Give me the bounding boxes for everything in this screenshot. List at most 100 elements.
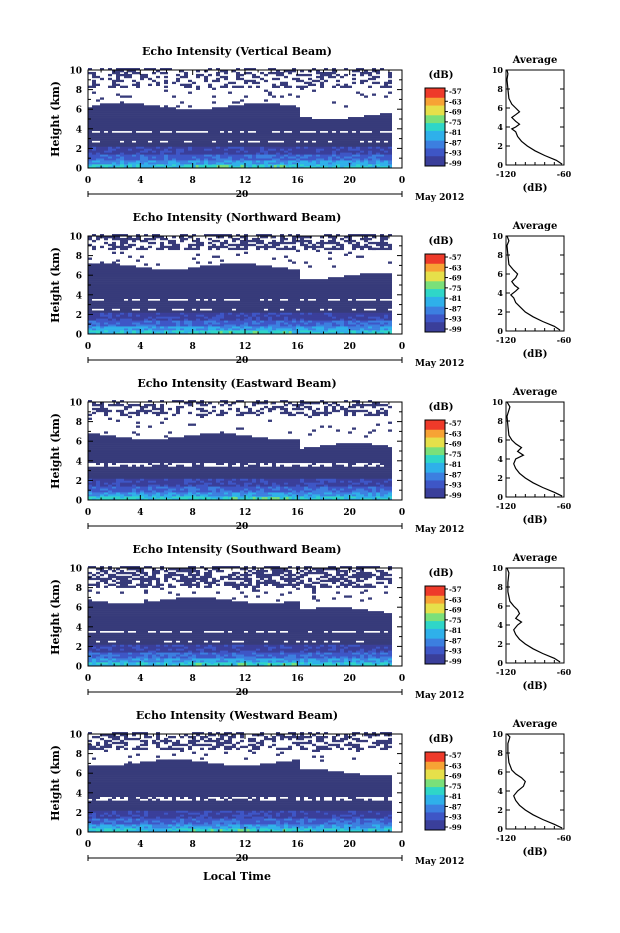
y-tick-label: 0: [76, 331, 82, 341]
colorbar-tick-label: -81: [449, 460, 462, 469]
average-x-tick-label: -120: [496, 501, 516, 511]
panel-1: Echo Intensity (Vertical Beam) 0 2 4 6 8 10 0 4 8…: [49, 45, 572, 203]
average-x-tick-label: -60: [557, 169, 572, 179]
colorbar-unit: (dB): [429, 734, 454, 745]
x-tick-label: 16: [291, 342, 304, 352]
colorbar-tick-label: -93: [449, 149, 462, 158]
echo-field: [88, 400, 392, 500]
panel-title: Echo Intensity (Southward Beam): [133, 543, 342, 556]
x-tick-label: 0: [399, 508, 405, 518]
colorbar-tick-label: -99: [449, 657, 462, 666]
colorbar-tick-label: -63: [449, 595, 462, 604]
x-tick-label: 16: [291, 840, 304, 850]
y-tick-label: 10: [69, 233, 82, 243]
colorbar-tick-label: -87: [449, 304, 462, 313]
y-tick-label: 6: [76, 604, 82, 614]
colorbar: -57-63-69-75-81-87-93-99: [425, 253, 462, 334]
y-axis-label: Height (km): [49, 745, 62, 821]
x-tick-label: 12: [239, 674, 252, 684]
colorbar-tick-label: -63: [449, 263, 462, 272]
x-axis-label: Local Time: [203, 870, 271, 883]
x-tick-label: 0: [85, 674, 91, 684]
average-x-label: (dB): [523, 349, 548, 360]
average-profile-line: [507, 568, 560, 662]
average-y-tick-label: 2: [497, 639, 503, 649]
average-y-tick-label: 10: [492, 397, 504, 407]
x-tick-label: 4: [137, 176, 143, 186]
x-tick-label: 0: [85, 840, 91, 850]
average-x-tick-label: -120: [496, 667, 516, 677]
average-y-tick-label: 4: [497, 786, 503, 796]
panel-title: Echo Intensity (Northward Beam): [133, 211, 342, 224]
colorbar-tick-label: -69: [449, 108, 462, 117]
average-frame: [506, 734, 564, 829]
colorbar-unit: (dB): [429, 568, 454, 579]
average-title: Average: [512, 221, 558, 232]
y-axis-label: Height (km): [49, 81, 62, 157]
average-x-tick-label: -60: [557, 667, 572, 677]
colorbar-unit: (dB): [429, 402, 454, 413]
average-x-tick-label: -60: [557, 501, 572, 511]
average-title: Average: [512, 387, 558, 398]
x-tick-label: 0: [85, 508, 91, 518]
average-frame: [506, 568, 564, 663]
y-tick-label: 6: [76, 272, 82, 282]
y-tick-label: 8: [76, 584, 82, 594]
month-label: May 2012: [415, 193, 464, 203]
y-tick-label: 10: [69, 731, 82, 741]
echo-field: [88, 732, 392, 832]
average-frame: [506, 402, 564, 497]
average-x-tick-label: -120: [496, 169, 516, 179]
y-tick-label: 8: [76, 86, 82, 96]
y-tick-label: 2: [76, 311, 82, 321]
colorbar-tick-label: -57: [449, 87, 462, 96]
y-tick-label: 4: [76, 291, 82, 301]
month-label: May 2012: [415, 691, 464, 701]
y-tick-label: 2: [76, 809, 82, 819]
panel-title: Echo Intensity (Vertical Beam): [142, 45, 332, 58]
date-label: 20: [236, 688, 249, 698]
x-tick-label: 8: [190, 508, 196, 518]
average-profile-line: [507, 734, 562, 828]
x-tick-label: 0: [85, 342, 91, 352]
colorbar-tick-label: -57: [449, 419, 462, 428]
x-tick-label: 16: [291, 176, 304, 186]
colorbar-tick-label: -99: [449, 491, 462, 500]
colorbar-tick-label: -69: [449, 606, 462, 615]
x-tick-label: 0: [399, 176, 405, 186]
average-profile-line: [507, 236, 560, 330]
y-tick-label: 6: [76, 106, 82, 116]
y-tick-label: 10: [69, 67, 82, 77]
x-tick-label: 0: [399, 840, 405, 850]
colorbar-tick-label: -75: [449, 118, 462, 127]
average-y-tick-label: 8: [497, 84, 503, 94]
average-y-tick-label: 4: [497, 620, 503, 630]
y-tick-label: 8: [76, 252, 82, 262]
x-tick-label: 16: [291, 674, 304, 684]
average-y-tick-label: 4: [497, 122, 503, 132]
x-tick-label: 8: [190, 342, 196, 352]
average-y-tick-label: 2: [497, 141, 503, 151]
colorbar-tick-label: -57: [449, 253, 462, 262]
colorbar-unit: (dB): [429, 70, 454, 81]
y-tick-label: 4: [76, 789, 82, 799]
y-tick-label: 0: [76, 165, 82, 175]
x-tick-label: 20: [343, 674, 356, 684]
colorbar-tick-label: -75: [449, 284, 462, 293]
month-label: May 2012: [415, 857, 464, 867]
x-tick-label: 4: [137, 840, 143, 850]
colorbar-tick-label: -99: [449, 159, 462, 168]
average-y-tick-label: 2: [497, 307, 503, 317]
average-y-tick-label: 8: [497, 250, 503, 260]
x-tick-label: 8: [190, 176, 196, 186]
y-tick-label: 4: [76, 125, 82, 135]
x-tick-label: 8: [190, 674, 196, 684]
average-profile-line: [507, 70, 562, 164]
average-title: Average: [512, 553, 558, 564]
average-title: Average: [512, 55, 558, 66]
